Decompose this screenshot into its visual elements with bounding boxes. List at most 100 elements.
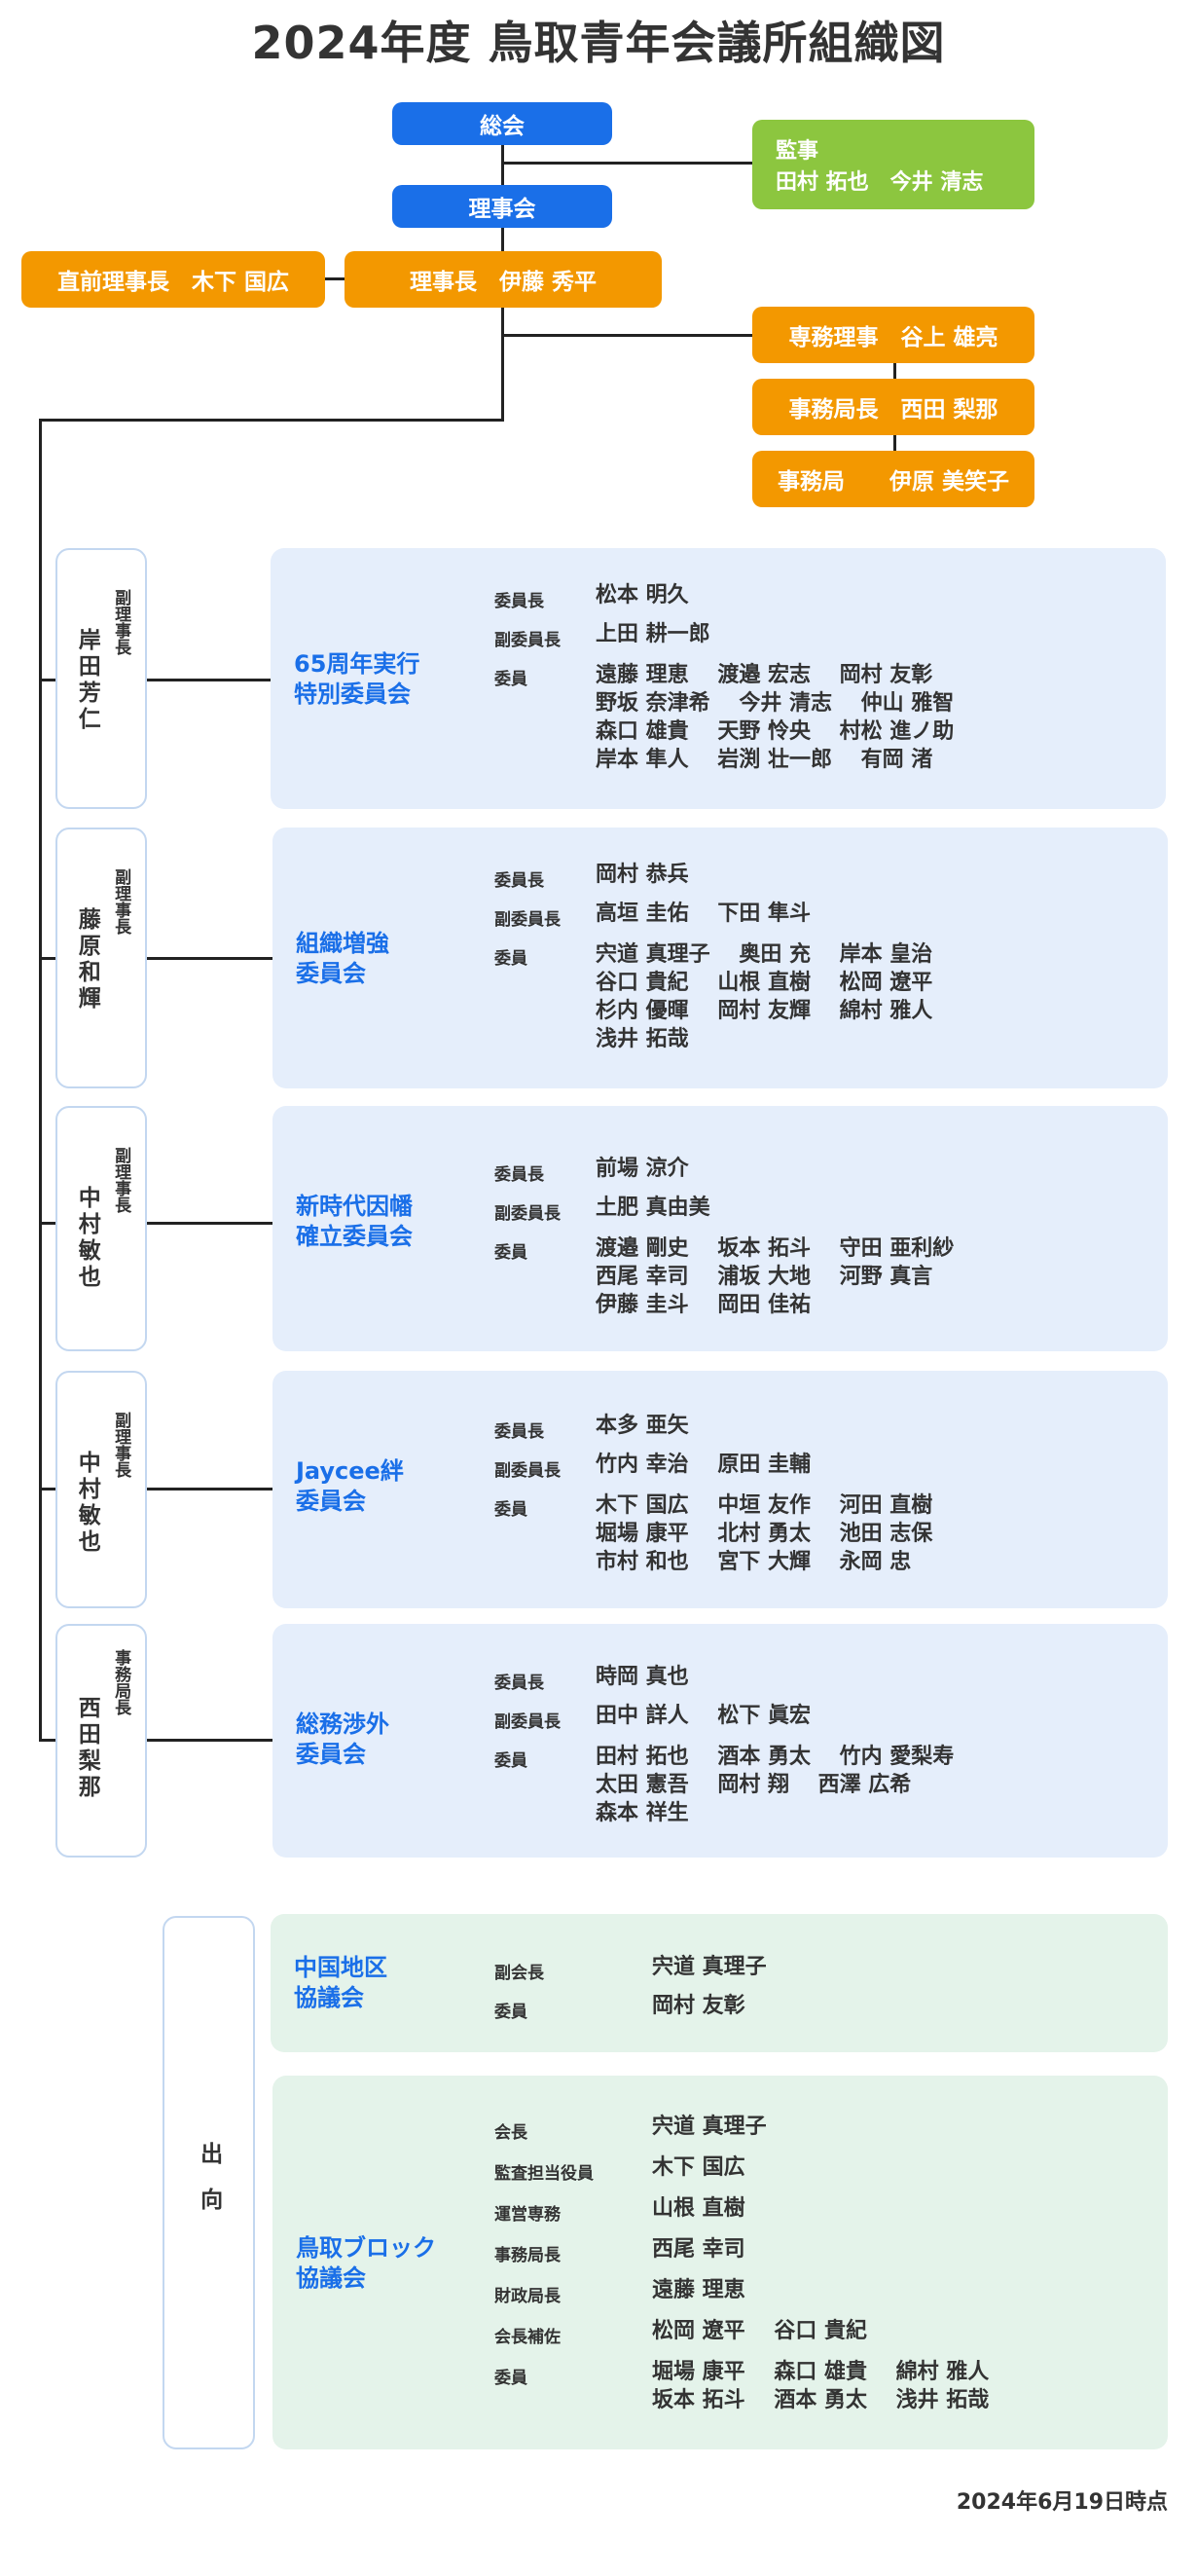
member-row: 森口 雄貴 天野 怜央 村松 進ノ助 xyxy=(596,719,955,744)
member-row: 杉内 優暉 岡村 友輝 綿村 雅人 xyxy=(596,999,933,1023)
member-label: 委員 xyxy=(494,1751,527,1771)
role-names: 木下 国広 xyxy=(652,2155,745,2180)
role-names: 松岡 遼平 谷口 貴紀 xyxy=(652,2319,867,2343)
member-row: 浅井 拓哉 xyxy=(596,1027,689,1051)
member-row: 宍道 真理子 奥田 充 岸本 皇治 xyxy=(596,942,933,967)
connector xyxy=(501,162,752,165)
member-row: 西尾 幸司 浦坂 大地 河野 真言 xyxy=(596,1265,933,1289)
role-names: 山根 直樹 xyxy=(652,2196,745,2221)
vice-chair-label: 副委員長 xyxy=(494,910,561,930)
role-names: 岡村 友彰 xyxy=(652,1994,745,2018)
as-of-date: 2024年6月19日時点 xyxy=(956,2490,1168,2515)
vice-title: 事務局長 xyxy=(111,1649,131,1715)
connector xyxy=(39,1488,56,1490)
member-row: 伊藤 圭斗 岡田 佳祐 xyxy=(596,1293,811,1317)
vice-name: 岸田芳仁 xyxy=(74,628,100,733)
vice-president-box: 副理事長 藤原和輝 xyxy=(55,828,147,1088)
secretary-general-box: 事務局長 西田 梨那 xyxy=(752,379,1034,435)
connector xyxy=(324,277,345,280)
chair-label: 委員長 xyxy=(494,1422,544,1442)
council-name: 中国地区 協議会 xyxy=(294,1954,387,2011)
connector xyxy=(146,957,272,960)
exec-director-box: 専務理事 谷上 雄亮 xyxy=(752,307,1034,363)
member-row: 田村 拓也 酒本 勇太 竹内 愛梨寿 xyxy=(596,1745,955,1769)
member-list: 田村 拓也 酒本 勇太 竹内 愛梨寿 太田 憲吾 岡村 翔 西澤 広希 森本 祥… xyxy=(596,1743,954,1827)
vice-president-box: 副理事長 中村敏也 xyxy=(55,1371,147,1608)
connector xyxy=(146,1739,272,1742)
chair-label: 委員長 xyxy=(494,592,544,611)
member-label: 委員 xyxy=(494,670,527,689)
member-list: 木下 国広 中垣 友作 河田 直樹 堀場 康平 北村 勇太 池田 志保 市村 和… xyxy=(596,1491,932,1576)
connector xyxy=(39,957,56,960)
member-row: 谷口 貴紀 山根 直樹 松岡 遼平 xyxy=(596,971,933,995)
role-label: 会長 xyxy=(494,2123,527,2143)
connector xyxy=(39,679,56,681)
vice-chair-label: 副委員長 xyxy=(494,1461,561,1481)
member-row: 市村 和也 宮下 大輝 永岡 忠 xyxy=(596,1550,912,1574)
committee-card: Jaycee絆 委員会 委員長 本多 亜矢 副委員長 竹内 幸治 原田 圭輔 委… xyxy=(272,1371,1168,1608)
vice-chair-names: 高垣 圭佑 下田 隼斗 xyxy=(596,902,811,926)
secondment-label: 出向 xyxy=(196,2142,222,2233)
auditor-box: 監事 田村 拓也 今井 清志 xyxy=(752,120,1034,209)
role-names: 宍道 真理子 xyxy=(652,1955,767,1979)
secretary-general-box-side: 事務局長 西田梨那 xyxy=(55,1624,147,1858)
board-box: 理事会 xyxy=(392,185,612,228)
committee-card: 65周年実行 特別委員会 委員長 松本 明久 副委員長 上田 耕一郎 委員 遠藤… xyxy=(271,548,1166,809)
member-row: 遠藤 理恵 渡邉 宏志 岡村 友彰 xyxy=(596,663,933,687)
connector xyxy=(39,1739,56,1742)
chair-label: 委員長 xyxy=(494,1165,544,1185)
vice-chair-label: 副委員長 xyxy=(494,1204,561,1224)
chair-name: 岡村 恭兵 xyxy=(596,863,689,887)
role-label: 委員 xyxy=(494,2369,527,2388)
member-label: 委員 xyxy=(494,1500,527,1520)
vice-chair-label: 副委員長 xyxy=(494,631,561,650)
committee-name: Jaycee絆 委員会 xyxy=(296,1457,404,1515)
chugoku-council-card: 中国地区 協議会 副会長 宍道 真理子 委員 岡村 友彰 xyxy=(271,1914,1168,2052)
role-names: 遠藤 理恵 xyxy=(652,2278,745,2302)
connector xyxy=(501,334,752,337)
committee-name: 組織増強 委員会 xyxy=(296,930,389,987)
role-names: 堀場 康平 森口 雄貴 綿村 雅人 xyxy=(652,2360,990,2384)
committee-card: 新時代因幡 確立委員会 委員長 前場 涼介 副委員長 土肥 真由美 委員 渡邉 … xyxy=(272,1106,1168,1351)
role-label: 運営専務 xyxy=(494,2205,561,2225)
secretariat-box: 事務局 伊原 美笑子 xyxy=(752,451,1034,507)
role-label: 財政局長 xyxy=(494,2287,561,2306)
vice-title: 副理事長 xyxy=(111,1412,131,1478)
committee-card: 総務渉外 委員会 委員長 時岡 真也 副委員長 田中 詳人 松下 眞宏 委員 田… xyxy=(272,1624,1168,1858)
member-row: 太田 憲吾 岡村 翔 西澤 広希 xyxy=(596,1773,912,1797)
auditor-names: 田村 拓也 今井 清志 xyxy=(776,170,984,195)
member-list: 遠藤 理恵 渡邉 宏志 岡村 友彰 野坂 奈津希 今井 清志 仲山 雅智 森口 … xyxy=(596,661,954,774)
chair-name: 時岡 真也 xyxy=(596,1665,689,1689)
member-row: 木下 国広 中垣 友作 河田 直樹 xyxy=(596,1493,933,1518)
member-list: 宍道 真理子 奥田 充 岸本 皇治 谷口 貴紀 山根 直樹 松岡 遼平 杉内 優… xyxy=(596,940,932,1053)
connector xyxy=(146,1488,272,1490)
council-name: 鳥取ブロック 協議会 xyxy=(296,2234,436,2292)
general-assembly-box: 総会 xyxy=(392,102,612,145)
vice-title: 副理事長 xyxy=(111,868,131,935)
role-names: 坂本 拓斗 酒本 勇太 浅井 拓哉 xyxy=(652,2388,990,2412)
vice-name: 西田梨那 xyxy=(74,1696,100,1801)
member-row: 岸本 隼人 岩渕 壮一郎 有岡 渚 xyxy=(596,748,933,772)
role-label: 委員 xyxy=(494,2003,527,2022)
vice-name: 中村敏也 xyxy=(74,1186,100,1291)
connector xyxy=(39,419,42,1741)
connector xyxy=(146,679,272,681)
chair-label: 委員長 xyxy=(494,1674,544,1693)
vice-president-box: 副理事長 中村敏也 xyxy=(55,1106,147,1351)
committee-name: 65周年実行 特別委員会 xyxy=(294,650,420,708)
role-names: 宍道 真理子 xyxy=(652,2115,767,2139)
connector xyxy=(39,1222,56,1225)
vice-chair-names: 田中 詳人 松下 眞宏 xyxy=(596,1704,811,1728)
role-names: 西尾 幸司 xyxy=(652,2237,745,2262)
vice-chair-names: 上田 耕一郎 xyxy=(596,622,710,646)
committee-name: 新時代因幡 確立委員会 xyxy=(296,1193,413,1250)
tottori-block-council-card: 鳥取ブロック 協議会 会長 宍道 真理子 監査担当役員 木下 国広 運営専務 山… xyxy=(272,2076,1168,2449)
member-row: 森本 祥生 xyxy=(596,1801,689,1825)
vice-name: 中村敏也 xyxy=(74,1451,100,1556)
member-row: 堀場 康平 北村 勇太 池田 志保 xyxy=(596,1522,933,1546)
vice-name: 藤原和輝 xyxy=(74,907,100,1012)
member-label: 委員 xyxy=(494,1243,527,1263)
role-label: 事務局長 xyxy=(494,2246,561,2265)
vice-president-box: 副理事長 岸田芳仁 xyxy=(55,548,147,809)
role-label: 監査担当役員 xyxy=(494,2164,594,2184)
